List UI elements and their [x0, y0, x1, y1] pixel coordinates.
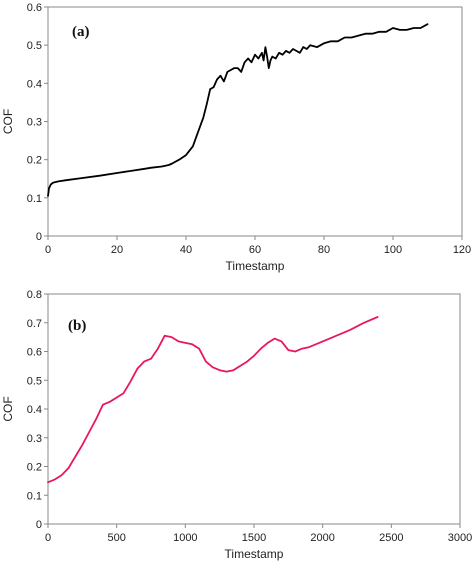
chart-b-xtick-label: 2000 — [310, 532, 334, 544]
chart-b-xtick-label: 1500 — [242, 532, 266, 544]
chart-b-y-axis-label: COF — [1, 396, 15, 421]
chart-a-plot-frame — [47, 6, 463, 237]
chart-a-ytick-label: 0.6 — [27, 2, 42, 14]
chart-a-ytick-label: 0.5 — [27, 40, 42, 52]
chart-a-ytick-label: 0.1 — [27, 193, 42, 205]
chart-b-ytick-label: 0.1 — [27, 490, 42, 502]
chart-b-plot-frame — [47, 293, 461, 525]
chart-a-ytick-label: 0.3 — [27, 117, 42, 129]
chart-a-x-axis-label: Timestamp — [226, 259, 285, 273]
chart-b-ytick-label: 0.6 — [27, 347, 42, 359]
chart-b-xtick-label: 3000 — [448, 532, 472, 544]
chart-b-series-line-0 — [47, 316, 379, 484]
chart-b-xtick-label: 500 — [107, 532, 125, 544]
chart-b-ytick-label: 0.4 — [27, 404, 42, 416]
chart-b-ytick-label: 0.8 — [27, 289, 42, 301]
chart-a-xtick-label: 120 — [453, 244, 471, 256]
chart-b-ytick-label: 0 — [36, 519, 42, 531]
chart-b-ytick-label: 0.3 — [27, 433, 42, 445]
chart-a-xtick-label: 20 — [111, 244, 123, 256]
chart-b-panel-label: (b) — [68, 318, 86, 334]
chart-a-y-axis-label: COF — [1, 109, 15, 134]
chart-a-xtick-label: 80 — [318, 244, 330, 256]
chart-a-xtick-label: 60 — [249, 244, 261, 256]
chart-b-xtick-label: 1000 — [173, 532, 197, 544]
chart-b-ytick-label: 0.5 — [27, 375, 42, 387]
chart-b-ytick-label: 0.7 — [27, 318, 42, 330]
chart-a-xtick-label: 100 — [384, 244, 402, 256]
chart-b-xtick-label: 0 — [45, 532, 51, 544]
chart-a-xtick-label: 40 — [180, 244, 192, 256]
chart-a-ytick-label: 0.2 — [27, 155, 42, 167]
chart-a-series-line-0 — [47, 23, 429, 197]
chart-b-xtick-label: 2500 — [379, 532, 403, 544]
chart-b-ytick-label: 0.2 — [27, 462, 42, 474]
chart-b-x-axis-label: Timestamp — [225, 547, 284, 561]
chart-a-xtick-label: 0 — [45, 244, 51, 256]
chart-a-ytick-label: 0.4 — [27, 78, 42, 90]
chart-a-panel-label: (a) — [72, 24, 90, 40]
chart-a-ytick-label: 0 — [36, 231, 42, 243]
